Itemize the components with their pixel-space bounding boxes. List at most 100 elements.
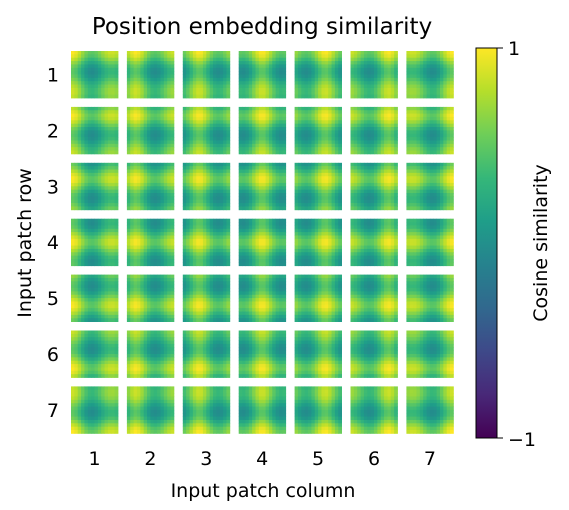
heatmap-cell <box>297 150 302 155</box>
heatmap-cell <box>167 57 171 62</box>
heatmap-cell <box>450 179 454 184</box>
heatmap-cell <box>387 150 392 155</box>
heatmap-cell <box>77 248 82 253</box>
heatmap-cell <box>278 113 283 118</box>
heatmap-cell <box>255 235 260 240</box>
heatmap-cell <box>433 169 438 174</box>
heatmap-cell <box>423 71 427 75</box>
heatmap-cell <box>433 61 438 65</box>
heatmap-cell <box>192 232 197 236</box>
heatmap-cell <box>226 110 231 115</box>
heatmap-cell <box>150 113 155 118</box>
heatmap-cell <box>143 262 148 267</box>
heatmap-cell <box>275 110 280 115</box>
heatmap-cell <box>140 235 145 240</box>
heatmap-cell <box>321 94 326 99</box>
heatmap-cell <box>248 218 253 223</box>
heatmap-cell <box>446 143 451 148</box>
heatmap-cell <box>338 199 342 204</box>
heatmap-cell <box>202 255 207 260</box>
heatmap-cell <box>91 196 95 201</box>
heatmap-cell <box>429 77 434 82</box>
heatmap-cell <box>275 133 280 138</box>
heatmap-cell <box>84 150 89 155</box>
heatmap-cell <box>213 248 217 253</box>
heatmap-cell <box>94 262 99 267</box>
heatmap-cell <box>182 245 187 250</box>
heatmap-cell <box>255 238 260 243</box>
heatmap-cell <box>297 222 302 226</box>
heatmap-cell <box>377 162 382 167</box>
heatmap-cell <box>387 193 392 197</box>
heatmap-cell <box>357 176 361 180</box>
heatmap-cell <box>419 127 424 131</box>
heatmap-cell <box>182 143 187 148</box>
heatmap-cell <box>140 189 145 194</box>
heatmap-cell <box>216 218 221 223</box>
heatmap-cell <box>192 150 197 155</box>
heatmap-cell <box>245 169 250 174</box>
heatmap-cell <box>377 150 382 155</box>
heatmap-cell <box>297 162 302 167</box>
heatmap-cell <box>196 87 200 92</box>
heatmap-cell <box>213 110 217 115</box>
heatmap-cell <box>377 206 382 211</box>
heatmap-cell <box>436 172 441 177</box>
heatmap-cell <box>196 196 200 201</box>
heatmap-cell <box>189 110 194 115</box>
heatmap-cell <box>226 172 231 177</box>
heatmap-cell <box>318 172 322 177</box>
heatmap-cell <box>81 133 85 138</box>
heatmap-cell <box>206 225 211 230</box>
heatmap-cell <box>242 51 246 55</box>
heatmap-cell <box>314 140 319 145</box>
heatmap-cell <box>97 222 102 226</box>
heatmap-cell <box>101 54 105 59</box>
heatmap-cell <box>394 51 398 55</box>
heatmap-cell <box>370 110 375 115</box>
heatmap-cell <box>380 67 385 72</box>
heatmap-cell <box>377 110 382 115</box>
heatmap-cell <box>147 179 151 184</box>
heatmap-cell <box>77 262 82 267</box>
heatmap-cell <box>74 110 79 115</box>
heatmap-cell <box>413 81 417 85</box>
heatmap-cell <box>439 84 444 89</box>
heatmap-cell <box>258 218 263 223</box>
heatmap-cell <box>419 206 424 211</box>
heatmap-cell <box>126 222 131 226</box>
heatmap-cell <box>443 106 448 111</box>
heatmap-cell <box>114 179 119 184</box>
heatmap-cell <box>426 150 431 155</box>
heatmap-cell <box>390 87 395 92</box>
heatmap-cell <box>314 172 319 177</box>
heatmap-cell <box>153 91 158 96</box>
heatmap-cell <box>413 67 417 72</box>
heatmap-cell <box>189 169 194 174</box>
heatmap-cell <box>111 64 116 69</box>
heatmap-cell <box>192 218 197 223</box>
heatmap-cell <box>387 162 392 167</box>
heatmap-cell <box>206 74 211 79</box>
heatmap-cell <box>111 218 116 223</box>
heatmap-cell <box>275 81 280 85</box>
heatmap-cell <box>387 130 392 135</box>
heatmap-cell <box>450 143 454 148</box>
heatmap-cell <box>202 225 207 230</box>
heatmap-cell <box>104 203 109 207</box>
heatmap-cell <box>423 143 427 148</box>
heatmap-cell <box>446 179 451 184</box>
heatmap-cell <box>216 172 221 177</box>
heatmap-cell <box>150 199 155 204</box>
heatmap-cell <box>133 189 138 194</box>
heatmap-cell <box>419 203 424 207</box>
heatmap-cell <box>328 84 332 89</box>
heatmap-cell <box>324 71 329 75</box>
heatmap-cell <box>130 87 135 92</box>
heatmap-cell <box>206 127 211 131</box>
heatmap-cell <box>167 130 171 135</box>
heatmap-cell <box>426 186 431 191</box>
heatmap-cell <box>406 74 411 79</box>
heatmap-cell <box>74 51 79 55</box>
heatmap-cell <box>126 232 131 236</box>
